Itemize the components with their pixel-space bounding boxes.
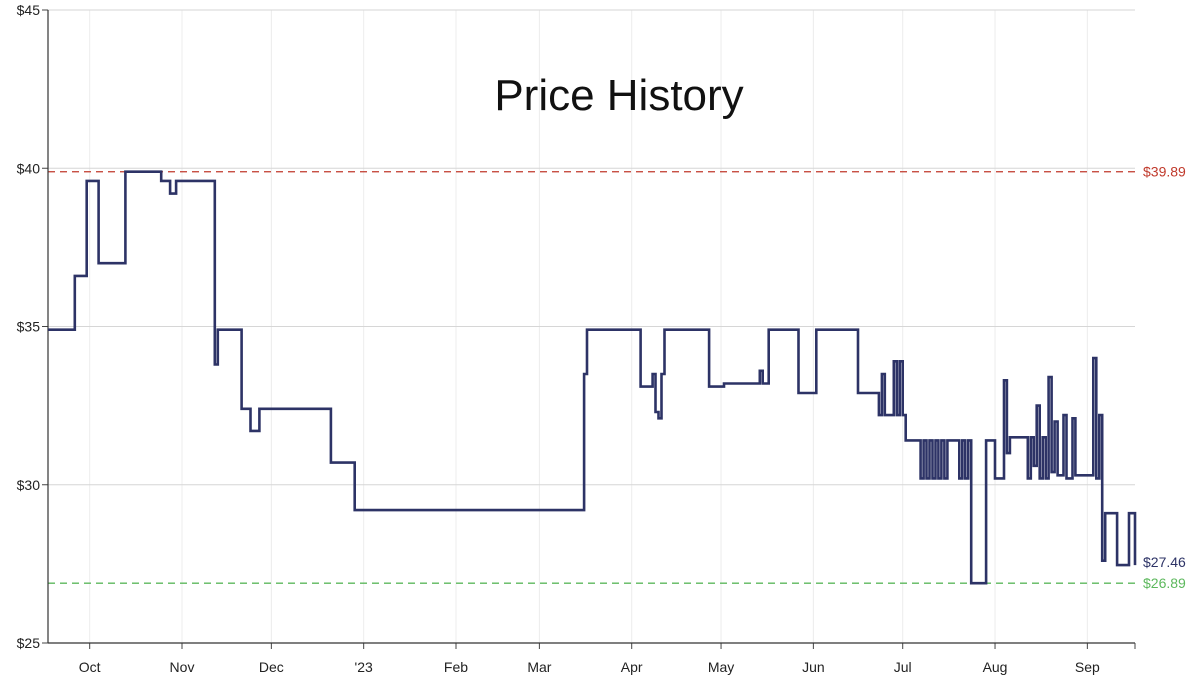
x-tick-label: Apr <box>621 659 643 675</box>
axes <box>42 9 1136 649</box>
x-tick-label: Mar <box>527 659 551 675</box>
reference-line-label: $26.89 <box>1143 575 1186 591</box>
series <box>47 170 1137 585</box>
x-tick-label: Jun <box>802 659 825 675</box>
reference-line-label: $39.89 <box>1143 164 1186 180</box>
x-tick-label: Aug <box>983 659 1008 675</box>
y-tick-label: $35 <box>17 319 41 335</box>
reference-lines <box>48 171 1135 584</box>
chart-title: Price History <box>494 71 743 120</box>
y-tick-label: $45 <box>17 2 41 18</box>
y-tick-label: $25 <box>17 635 41 651</box>
x-tick-label: May <box>708 659 734 675</box>
y-tick-label: $40 <box>17 160 41 176</box>
y-tick-label: $30 <box>17 477 41 493</box>
x-tick-label: Nov <box>170 659 195 675</box>
x-tick-label: Sep <box>1075 659 1100 675</box>
x-tick-label: Dec <box>259 659 284 675</box>
price-series-line <box>48 170 1137 585</box>
x-tick-label: Feb <box>444 659 468 675</box>
x-tick-label: '23 <box>355 659 373 675</box>
current-price-label: $27.46 <box>1143 554 1186 570</box>
x-tick-label: Oct <box>79 659 101 675</box>
x-tick-label: Jul <box>894 659 912 675</box>
labels: Oct Nov Dec '23 Feb Mar Apr May Jun Jul Aug Sep $25 $… <box>17 2 1186 675</box>
